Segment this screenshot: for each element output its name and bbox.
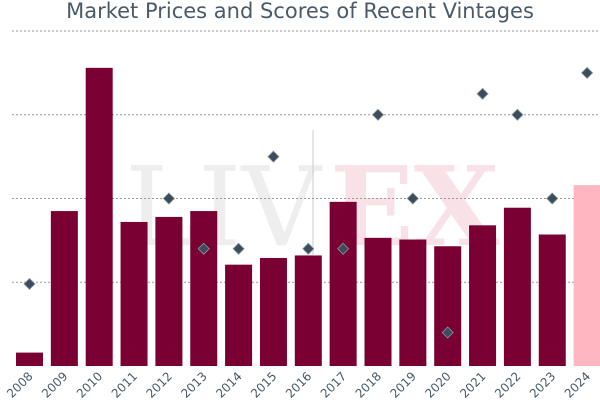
- bar-series: [16, 67, 600, 366]
- bar-2018: [364, 237, 392, 366]
- x-tick-labels: 2008 2009 2010 2011 2012 2013 2014 2015 2016 2017…: [4, 369, 593, 400]
- score-marker-2013: [197, 242, 210, 255]
- bar-2013: [190, 211, 218, 366]
- watermark-text-left: LIV: [125, 143, 323, 271]
- bar-2011: [120, 221, 148, 366]
- bar-2012: [155, 216, 183, 366]
- chart-title: Market Prices and Scores of Recent Vinta…: [66, 0, 534, 23]
- bar-2021: [469, 225, 497, 366]
- x-tick-label-2009: 2009: [39, 369, 70, 400]
- score-markers: [23, 66, 594, 339]
- score-marker-2015: [267, 150, 280, 163]
- x-tick-label-2008: 2008: [4, 369, 35, 400]
- x-tick-label-2015: 2015: [248, 369, 279, 400]
- score-marker-2020: [441, 326, 454, 339]
- x-tick-label-2022: 2022: [492, 369, 523, 400]
- score-marker-2017: [337, 242, 350, 255]
- bar-2023: [538, 234, 566, 366]
- x-tick-label-2013: 2013: [178, 369, 209, 400]
- x-tick-label-2016: 2016: [283, 369, 314, 400]
- x-tick-label-2011: 2011: [109, 369, 140, 400]
- score-marker-2012: [162, 192, 175, 205]
- score-marker-2016: [302, 242, 315, 255]
- score-marker-2023: [546, 192, 559, 205]
- bar-2022: [503, 207, 531, 366]
- x-tick-label-2021: 2021: [457, 369, 488, 400]
- bar-2020: [434, 246, 462, 366]
- x-tick-label-2018: 2018: [353, 369, 384, 400]
- score-marker-2014: [232, 242, 245, 255]
- x-tick-label-2010: 2010: [74, 369, 105, 400]
- bar-2009: [50, 211, 78, 366]
- bar-2024: [573, 185, 600, 366]
- bar-2016: [294, 255, 322, 366]
- bar-2015: [259, 257, 287, 366]
- score-marker-2008: [23, 277, 36, 290]
- x-tick-label-2014: 2014: [213, 369, 244, 400]
- bar-2010: [85, 67, 113, 366]
- x-tick-label-2017: 2017: [318, 369, 349, 400]
- score-marker-2024: [581, 66, 594, 79]
- x-tick-label-2020: 2020: [422, 369, 453, 400]
- x-tick-label-2024: 2024: [562, 369, 593, 400]
- x-tick-label-2023: 2023: [527, 369, 558, 400]
- bar-2017: [329, 201, 357, 366]
- score-marker-2019: [406, 192, 419, 205]
- bar-2008: [16, 352, 43, 366]
- score-marker-2022: [511, 108, 524, 121]
- score-marker-2021: [476, 87, 489, 100]
- bar-2014: [225, 264, 253, 366]
- bar-2019: [399, 239, 427, 366]
- score-marker-2018: [371, 108, 385, 121]
- x-tick-label-2019: 2019: [387, 369, 418, 400]
- x-tick-label-2012: 2012: [144, 369, 175, 400]
